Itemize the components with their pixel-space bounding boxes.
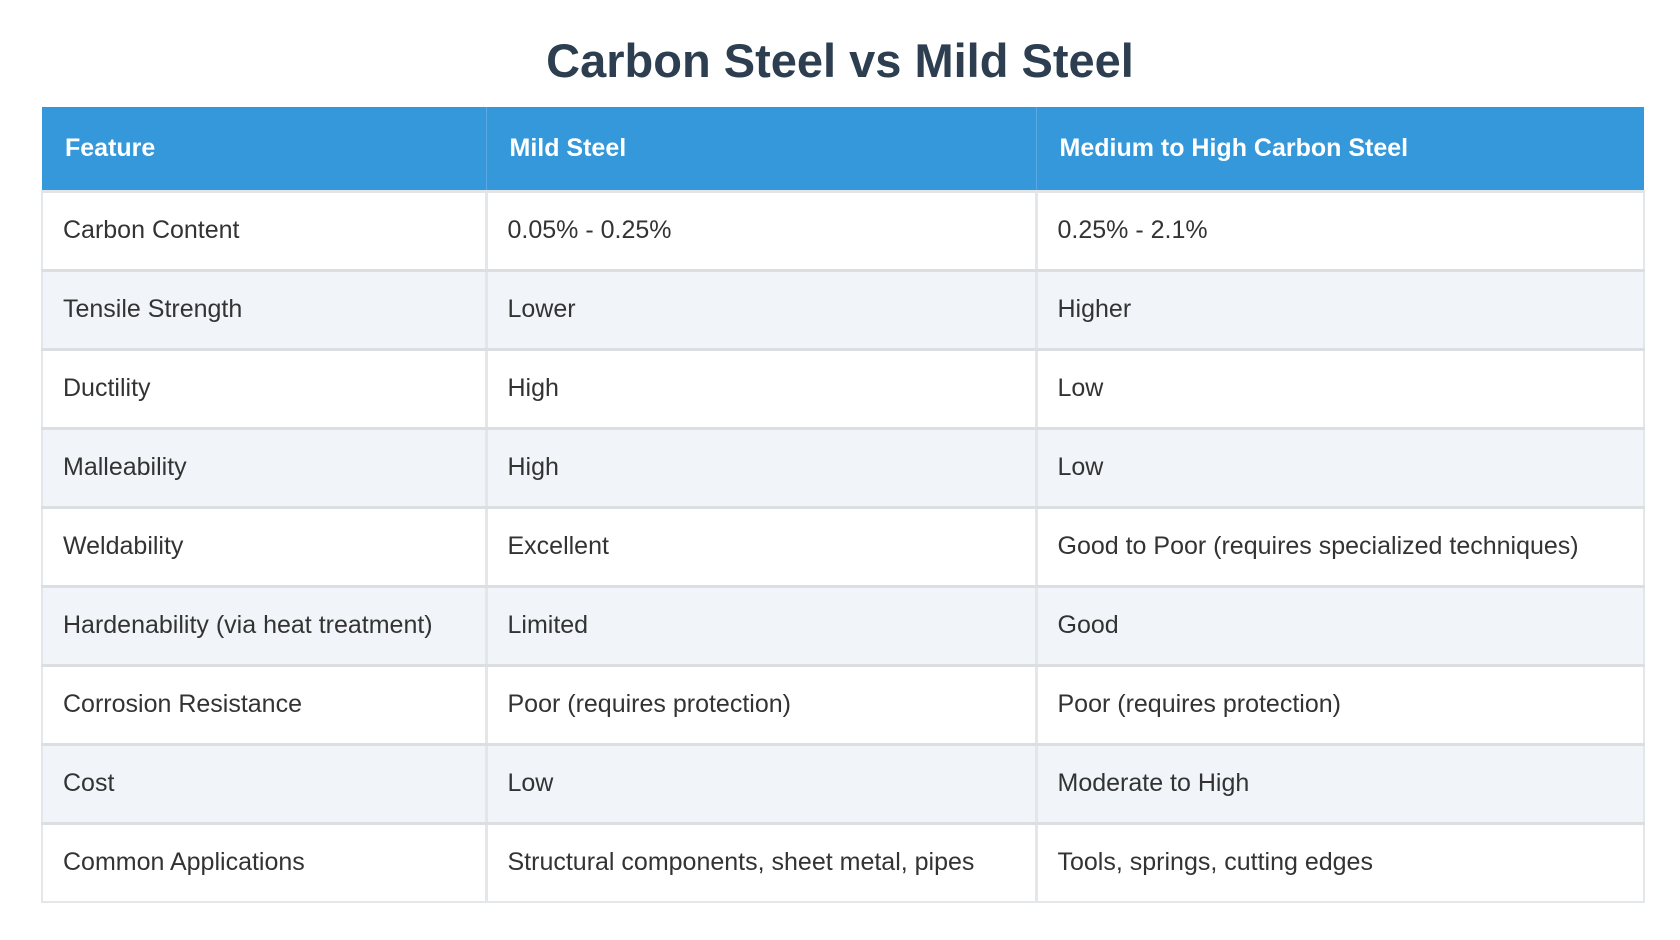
carbon-steel-cell: Low — [1036, 349, 1645, 430]
comparison-table: Feature Mild Steel Medium to High Carbon… — [41, 107, 1645, 903]
table-row: Corrosion Resistance Poor (requires prot… — [41, 665, 1645, 746]
carbon-steel-cell: Good to Poor (requires specialized techn… — [1036, 507, 1645, 588]
table-row: Malleability High Low — [41, 428, 1645, 509]
mild-steel-cell: Lower — [486, 270, 1038, 351]
carbon-steel-cell: 0.25% - 2.1% — [1036, 191, 1645, 272]
feature-cell: Common Applications — [41, 823, 488, 903]
header-carbon-steel: Medium to High Carbon Steel — [1036, 107, 1644, 193]
carbon-steel-cell: Tools, springs, cutting edges — [1036, 823, 1645, 903]
mild-steel-cell: High — [486, 349, 1038, 430]
carbon-steel-cell: Moderate to High — [1036, 744, 1645, 825]
feature-cell: Ductility — [41, 349, 488, 430]
header-feature: Feature — [42, 107, 487, 193]
feature-cell: Tensile Strength — [41, 270, 488, 351]
mild-steel-cell: 0.05% - 0.25% — [486, 191, 1038, 272]
table-row: Cost Low Moderate to High — [41, 744, 1645, 825]
mild-steel-cell: Structural components, sheet metal, pipe… — [486, 823, 1038, 903]
page-title: Carbon Steel vs Mild Steel — [546, 34, 1134, 87]
carbon-steel-cell: Poor (requires protection) — [1036, 665, 1645, 746]
feature-cell: Corrosion Resistance — [41, 665, 488, 746]
table-row: Hardenability (via heat treatment) Limit… — [41, 586, 1645, 667]
mild-steel-cell: Poor (requires protection) — [486, 665, 1038, 746]
carbon-steel-cell: Low — [1036, 428, 1645, 509]
table-row: Tensile Strength Lower Higher — [41, 270, 1645, 351]
table-row: Carbon Content 0.05% - 0.25% 0.25% - 2.1… — [41, 191, 1645, 272]
carbon-steel-cell: Higher — [1036, 270, 1645, 351]
table-row: Common Applications Structural component… — [41, 823, 1645, 903]
mild-steel-cell: Low — [486, 744, 1038, 825]
table-header-row: Feature Mild Steel Medium to High Carbon… — [42, 107, 1644, 193]
feature-cell: Hardenability (via heat treatment) — [41, 586, 488, 667]
table-row: Weldability Excellent Good to Poor (requ… — [41, 507, 1645, 588]
carbon-steel-cell: Good — [1036, 586, 1645, 667]
feature-cell: Malleability — [41, 428, 488, 509]
table-row: Ductility High Low — [41, 349, 1645, 430]
feature-cell: Weldability — [41, 507, 488, 588]
feature-cell: Cost — [41, 744, 488, 825]
mild-steel-cell: Limited — [486, 586, 1038, 667]
mild-steel-cell: High — [486, 428, 1038, 509]
header-mild-steel: Mild Steel — [486, 107, 1037, 193]
mild-steel-cell: Excellent — [486, 507, 1038, 588]
feature-cell: Carbon Content — [41, 191, 488, 272]
